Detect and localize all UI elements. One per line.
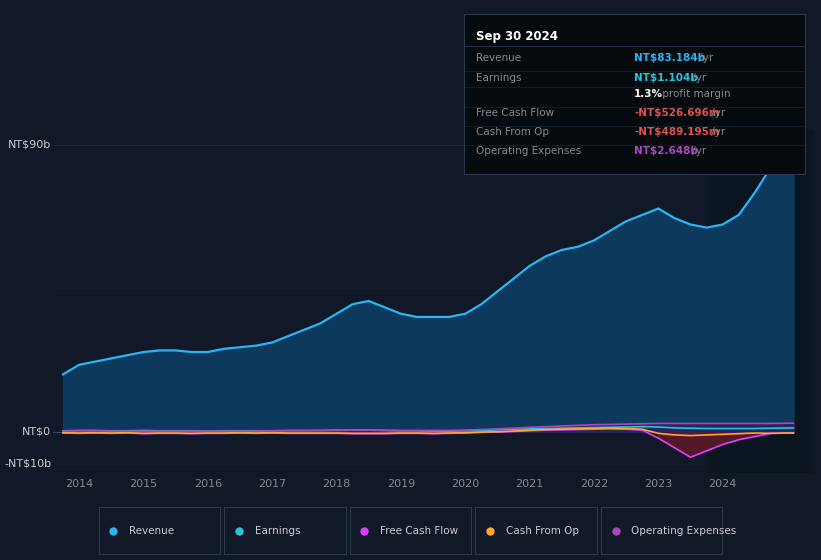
Text: NT$83.184b: NT$83.184b	[635, 53, 705, 63]
Text: NT$1.104b: NT$1.104b	[635, 73, 698, 83]
Text: /yr: /yr	[690, 146, 707, 156]
Text: NT$2.648b: NT$2.648b	[635, 146, 698, 156]
Text: 1.3%: 1.3%	[635, 88, 663, 99]
Text: NT$90b: NT$90b	[8, 140, 51, 150]
Text: profit margin: profit margin	[658, 88, 730, 99]
Text: Operating Expenses: Operating Expenses	[631, 526, 736, 535]
Text: Earnings: Earnings	[476, 73, 521, 83]
Text: Cash From Op: Cash From Op	[506, 526, 579, 535]
Text: -NT$10b: -NT$10b	[4, 459, 51, 469]
Text: Operating Expenses: Operating Expenses	[476, 146, 581, 156]
Text: Free Cash Flow: Free Cash Flow	[380, 526, 458, 535]
Text: -NT$489.195m: -NT$489.195m	[635, 127, 720, 137]
Text: Sep 30 2024: Sep 30 2024	[476, 30, 557, 43]
Text: /yr: /yr	[690, 73, 707, 83]
Text: Earnings: Earnings	[255, 526, 300, 535]
Text: /yr: /yr	[708, 127, 725, 137]
Text: Cash From Op: Cash From Op	[476, 127, 548, 137]
Text: /yr: /yr	[708, 108, 725, 118]
Text: NT$0: NT$0	[22, 427, 51, 437]
Bar	[707, 129, 813, 473]
Text: -NT$526.696m: -NT$526.696m	[635, 108, 720, 118]
Text: Free Cash Flow: Free Cash Flow	[476, 108, 554, 118]
Text: /yr: /yr	[695, 53, 713, 63]
Text: Revenue: Revenue	[129, 526, 174, 535]
Text: Revenue: Revenue	[476, 53, 521, 63]
